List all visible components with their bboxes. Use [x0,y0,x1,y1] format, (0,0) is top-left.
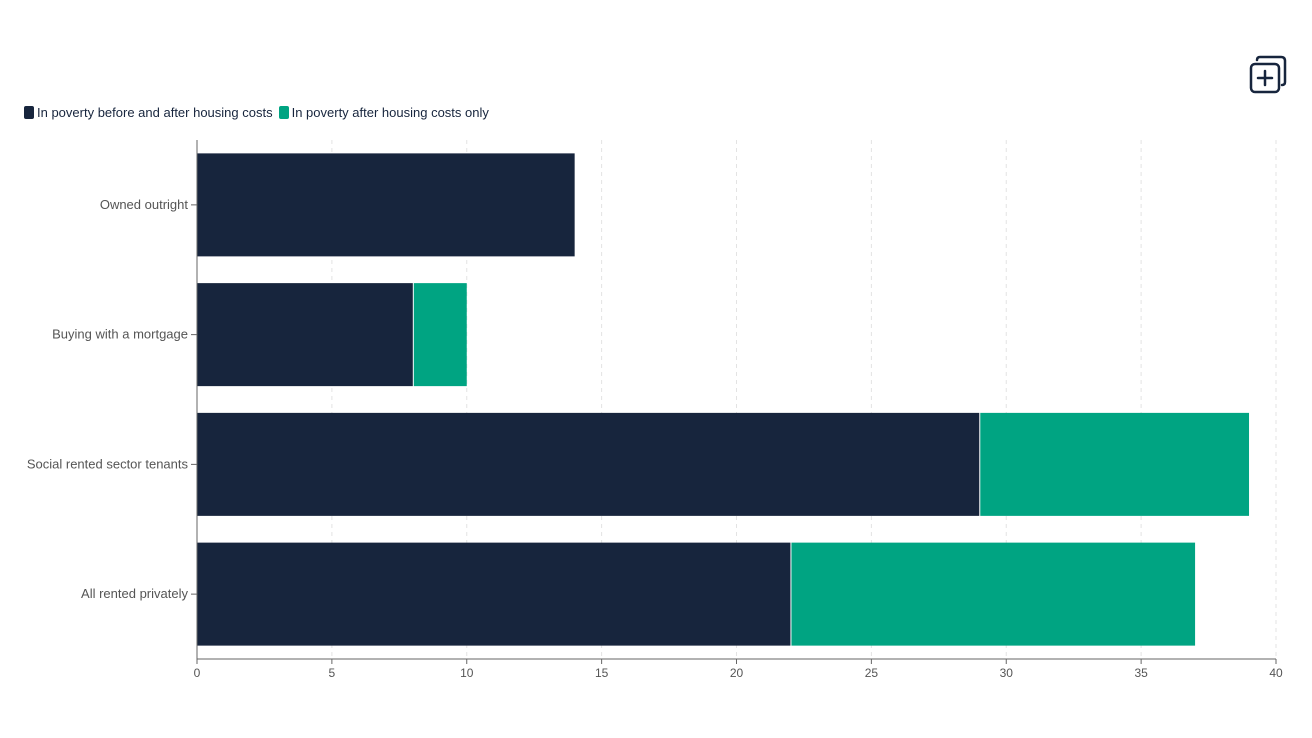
bar-before-and-after [197,283,413,387]
legend-label: In poverty after housing costs only [291,105,489,120]
bar-before-and-after [197,412,980,516]
bar-after-only [791,542,1196,646]
x-tick-label: 30 [1000,666,1014,680]
x-tick-label: 20 [730,666,744,680]
x-tick-label: 10 [460,666,474,680]
legend-label: In poverty before and after housing cost… [37,105,273,120]
add-to-collection-icon [1249,55,1287,94]
bar-before-and-after [197,153,575,257]
legend-swatch [24,106,34,119]
y-tick-label: Social rented sector tenants [27,456,189,471]
x-tick-label: 25 [865,666,879,680]
y-tick-label: All rented privately [81,586,188,601]
y-tick-label: Owned outright [100,197,189,212]
legend-swatch [278,106,289,119]
add-to-collection-button[interactable] [1248,55,1288,95]
x-tick-label: 35 [1134,666,1148,680]
y-tick-label: Buying with a mortgage [52,327,188,342]
x-tick-label: 15 [595,666,609,680]
bar-after-only [413,283,467,387]
x-tick-label: 0 [194,666,201,680]
x-tick-label: 40 [1269,666,1283,680]
legend-item-after-only[interactable]: In poverty after housing costs only [278,105,489,120]
legend-item-before-and-after[interactable]: In poverty before and after housing cost… [24,105,273,120]
chart-legend: In poverty before and after housing cost… [24,105,495,120]
x-tick-label: 5 [329,666,336,680]
bar-before-and-after [197,542,791,646]
bar-after-only [980,412,1250,516]
